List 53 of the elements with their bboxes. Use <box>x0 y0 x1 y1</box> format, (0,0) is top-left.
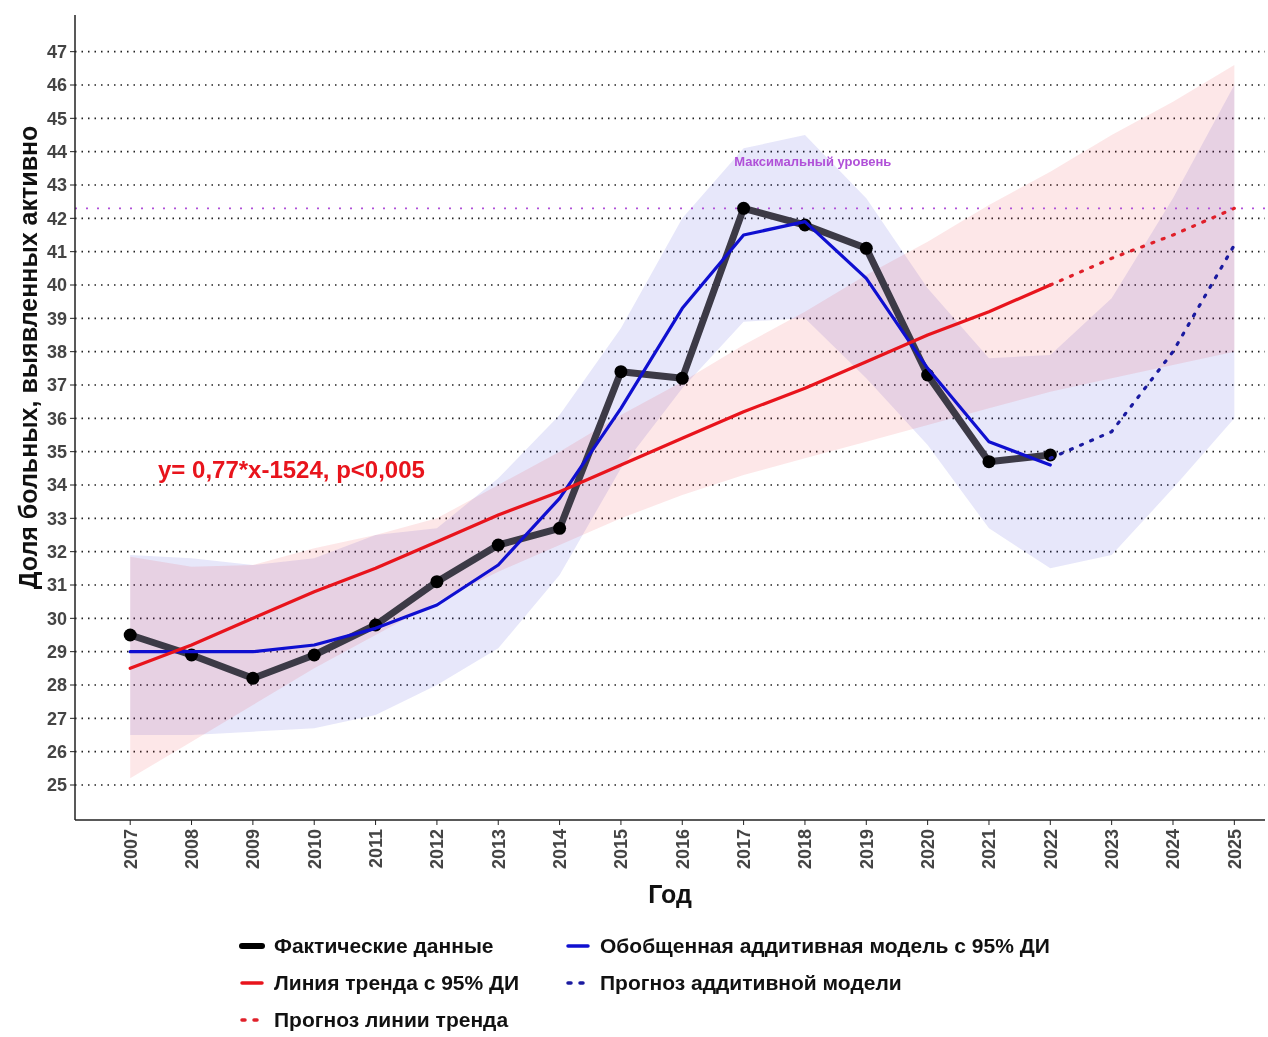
annotation: y= 0,77*x-1524, p<0,005 <box>158 456 425 483</box>
x-tick-label: 2025 <box>1224 829 1245 870</box>
x-tick-label: 2021 <box>979 829 1000 870</box>
x-tick-label: 2020 <box>917 829 938 870</box>
x-tick-label: 2008 <box>181 829 202 870</box>
y-tick-label: 38 <box>46 341 67 362</box>
y-tick-label: 43 <box>46 175 67 196</box>
x-tick-label: 2011 <box>365 829 386 869</box>
y-tick-label: 31 <box>46 575 67 596</box>
x-tick-label: 2016 <box>672 829 693 870</box>
x-tick-label: 2014 <box>549 829 570 870</box>
x-tick-label: 2009 <box>243 829 264 870</box>
y-tick-label: 34 <box>46 475 67 496</box>
legend-label: Фактические данные <box>274 934 494 957</box>
y-tick-label: 44 <box>46 141 67 162</box>
y-tick-label: 26 <box>46 741 67 762</box>
x-tick-label: 2019 <box>856 829 877 870</box>
line-series <box>128 283 1052 670</box>
legend-label: Прогноз аддитивной модели <box>600 971 902 994</box>
legend-label: Линия тренда с 95% ДИ <box>274 971 520 994</box>
x-tick-label: 2024 <box>1163 829 1184 870</box>
x-tick-label: 2017 <box>733 829 754 870</box>
ref-line-label: Максимальный уровень <box>734 154 892 170</box>
legend-label: Прогноз линии тренда <box>274 1008 509 1031</box>
y-tick-label: 46 <box>46 75 67 96</box>
x-axis-title: Год <box>648 880 692 908</box>
y-tick-label: 33 <box>46 508 67 529</box>
y-tick-label: 40 <box>46 275 67 296</box>
y-axis-title: Доля больных, выявленных активно <box>13 125 42 590</box>
y-tick-label: 37 <box>46 375 67 396</box>
x-tick-label: 2023 <box>1101 829 1122 870</box>
y-tick-label: 42 <box>46 208 67 229</box>
x-tick-label: 2015 <box>611 829 632 870</box>
legend-label: Обобщенная аддитивная модель с 95% ДИ <box>600 934 1050 957</box>
y-tick-label: 30 <box>46 608 67 629</box>
y-tick-label: 35 <box>46 441 67 462</box>
x-tick-label: 2012 <box>427 829 448 870</box>
x-tick-label: 2018 <box>795 829 816 870</box>
x-tick-label: 2013 <box>488 829 509 870</box>
x-tick-label: 2022 <box>1040 829 1061 870</box>
x-tick-label: 2007 <box>120 829 141 870</box>
line-series <box>1048 206 1236 287</box>
y-tick-label: 28 <box>46 675 67 696</box>
x-tick-label: 2010 <box>304 829 325 870</box>
y-tick-label: 47 <box>46 41 67 62</box>
y-tick-label: 29 <box>46 641 67 662</box>
y-tick-label: 41 <box>46 241 67 262</box>
y-tick-label: 36 <box>46 408 67 429</box>
y-tick-label: 27 <box>46 708 67 729</box>
y-tick-label: 32 <box>46 541 67 562</box>
y-tick-label: 25 <box>46 775 67 796</box>
y-tick-label: 39 <box>46 308 67 329</box>
y-tick-label: 45 <box>46 108 67 129</box>
